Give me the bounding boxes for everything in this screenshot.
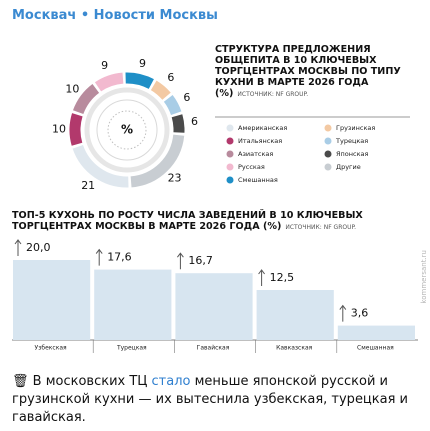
- legend-swatch: [324, 124, 332, 132]
- watermark: kommersant.ru: [420, 250, 428, 304]
- pie-title: СТРУКТУРА ПРЕДЛОЖЕНИЯ ОБЩЕПИТА В 10 КЛЮЧ…: [215, 44, 401, 99]
- pie-center-label: %: [121, 123, 133, 137]
- pie-value-label: 6: [191, 115, 198, 128]
- caption-link[interactable]: стало: [151, 374, 191, 389]
- bar-value-label: 20,0: [26, 241, 51, 254]
- arrow-icon: [339, 304, 347, 322]
- legend-label: Азиатская: [238, 150, 273, 158]
- arrow-icon: [177, 252, 184, 270]
- caption-text: меньше японской русской и грузинской кух…: [12, 374, 409, 425]
- legend-label: Турецкая: [335, 137, 368, 145]
- pie-value-label: 10: [65, 82, 79, 95]
- x-tick-label: Узбекская: [35, 345, 67, 352]
- arrow-icon: [258, 269, 265, 286]
- pie-value-label: 9: [101, 59, 108, 72]
- pie-value-label: 9: [139, 57, 146, 70]
- pie-value-label: 6: [183, 91, 190, 104]
- decor-ring: [84, 87, 170, 173]
- pie-value-label: 23: [168, 172, 182, 185]
- pie-slice: [94, 72, 124, 92]
- pie-slice: [72, 144, 129, 188]
- bar-value-label: 3,6: [351, 307, 369, 320]
- bar: [256, 290, 334, 340]
- bar-value-label: 12,5: [270, 271, 295, 284]
- legend-swatch: [226, 124, 234, 132]
- x-tick-label: Кавказская: [276, 345, 313, 352]
- legend-swatch: [226, 137, 234, 145]
- bar-value-label: 17,6: [107, 251, 132, 264]
- pie-slice: [171, 114, 185, 133]
- pie-value-label: 21: [81, 179, 95, 192]
- legend-swatch: [226, 150, 234, 158]
- x-tick-label: Турецкая: [116, 345, 147, 352]
- pie-value-label: 10: [52, 122, 66, 135]
- legend-label: Грузинская: [336, 124, 375, 132]
- legend-swatch: [324, 150, 332, 158]
- bar: [13, 260, 91, 340]
- pie-slice: [150, 80, 171, 100]
- pie-slice: [125, 72, 154, 90]
- bar: [175, 273, 253, 340]
- bar-value-label: 16,7: [188, 254, 213, 267]
- legend-label: Американская: [238, 124, 287, 132]
- pie-title-block: СТРУКТУРА ПРЕДЛОЖЕНИЯ ОБЩЕПИТА В 10 КЛЮЧ…: [215, 44, 415, 100]
- caption-icon: 🗑: [12, 374, 29, 389]
- pie-slice: [69, 113, 83, 146]
- arrow-icon: [95, 248, 103, 266]
- legend-label: Японская: [336, 150, 368, 158]
- decor-ring: [107, 110, 147, 150]
- x-tick-label: Смешанная: [357, 345, 394, 352]
- bar: [337, 325, 415, 340]
- pie-slice: [163, 94, 182, 116]
- legend-swatch: [324, 137, 332, 145]
- pie-slice: [130, 134, 185, 188]
- decor-ring: [96, 99, 158, 161]
- arrow-icon: [14, 239, 22, 256]
- channel-name[interactable]: Москвач • Новости Москвы: [12, 8, 218, 23]
- bar: [94, 269, 172, 340]
- pie-value-label: 6: [167, 71, 174, 84]
- caption-text: В московских ТЦ: [28, 374, 152, 389]
- legend-label: Смешанная: [238, 176, 278, 184]
- legend-swatch: [324, 163, 332, 171]
- caption: 🗑 В московских ТЦ стало меньше японской …: [12, 373, 420, 427]
- bar-title: ТОП-5 КУХОНЬ ПО РОСТУ ЧИСЛА ЗАВЕДЕНИЙ В …: [12, 210, 363, 232]
- x-tick-label: Гавайская: [197, 345, 230, 352]
- legend-swatch: [226, 163, 234, 171]
- pie-slice: [73, 84, 100, 115]
- legend-swatch: [226, 176, 234, 184]
- legend-label: Русская: [238, 163, 265, 171]
- bar-title-block: ТОП-5 КУХОНЬ ПО РОСТУ ЧИСЛА ЗАВЕДЕНИЙ В …: [12, 210, 412, 233]
- bar-source: ИСТОЧНИК: NF GROUP.: [285, 224, 357, 231]
- legend-label: Другие: [336, 163, 361, 171]
- pie-source: ИСТОЧНИК: NF GROUP.: [237, 91, 309, 98]
- legend-label: Итальянская: [238, 137, 282, 145]
